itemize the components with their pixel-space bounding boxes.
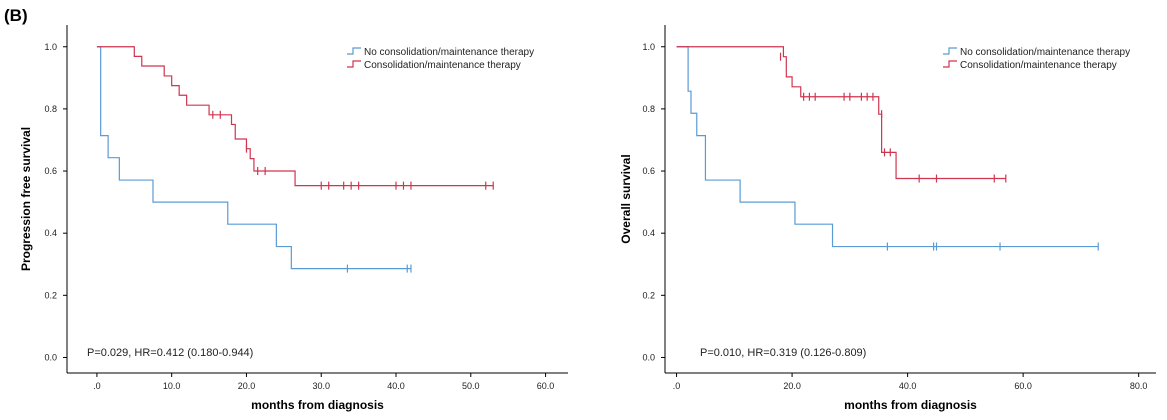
x-tick-label: 40.0 <box>899 381 917 391</box>
y-tick-label: 0.2 <box>642 290 655 300</box>
x-tick-label: 10.0 <box>163 381 181 391</box>
x-tick-label: 60.0 <box>537 381 555 391</box>
stats-annotation: P=0.010, HR=0.319 (0.126-0.809) <box>700 347 866 359</box>
y-tick-label: 1.0 <box>642 42 655 52</box>
legend-swatch <box>943 60 957 68</box>
legend-label: No consolidation/maintenance therapy <box>960 47 1130 58</box>
legend-label: Consolidation/maintenance therapy <box>960 60 1117 71</box>
pfs-chart: .0 10.0 20.0 30.0 40.0 50.0 60.0 0.0 0.2 0.4 0.6 0.… <box>19 25 568 412</box>
legend-swatch <box>347 60 361 68</box>
x-axis-title: months from diagnosis <box>251 398 384 412</box>
y-tick-label: 0.6 <box>642 166 655 176</box>
y-tick-label: 1.0 <box>44 42 57 52</box>
series-line-no_therapy <box>96 46 411 270</box>
x-tick-label: 30.0 <box>312 381 330 391</box>
y-tick-label: 0.8 <box>44 104 57 114</box>
y-tick-label: 0.8 <box>642 104 655 114</box>
x-tick-label: 80.0 <box>1130 381 1148 391</box>
legend-label: No consolidation/maintenance therapy <box>364 47 534 58</box>
x-tick-label: 20.0 <box>783 381 801 391</box>
x-tick-label: 40.0 <box>387 381 405 391</box>
os-chart: .0 20.0 40.0 60.0 80.0 0.0 0.2 0.4 0.6 0.8 1.0 mont… <box>619 25 1156 412</box>
y-tick-label: 0.2 <box>44 290 57 300</box>
series-line-no_therapy <box>676 46 1099 248</box>
x-axis-title: months from diagnosis <box>844 398 977 412</box>
panel-label: (B) <box>4 6 28 25</box>
x-tick-label: 50.0 <box>462 381 480 391</box>
y-tick-label: 0.6 <box>44 166 57 176</box>
y-tick-label: 0.0 <box>44 352 57 362</box>
x-tick-label: .0 <box>93 381 101 391</box>
y-tick-label: 0.4 <box>642 228 655 238</box>
series-line-therapy <box>676 46 1006 180</box>
y-tick-label: 0.4 <box>44 228 57 238</box>
series-line-therapy <box>96 46 494 187</box>
x-tick-label: 60.0 <box>1014 381 1032 391</box>
x-tick-label: 20.0 <box>238 381 256 391</box>
legend-label: Consolidation/maintenance therapy <box>364 60 521 71</box>
legend-swatch <box>347 47 361 55</box>
x-tick-label: .0 <box>673 381 681 391</box>
y-tick-label: 0.0 <box>642 352 655 362</box>
y-axis-title: Progression free survival <box>19 127 33 271</box>
y-axis-title: Overall survival <box>619 154 633 243</box>
stats-annotation: P=0.029, HR=0.412 (0.180-0.944) <box>87 347 253 359</box>
legend-swatch <box>943 47 957 55</box>
